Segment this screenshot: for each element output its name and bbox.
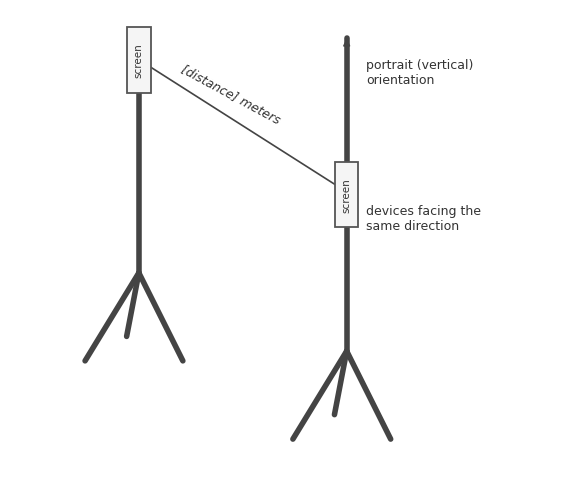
Text: [distance] meters: [distance] meters [179, 62, 283, 126]
Text: portrait (vertical)
orientation: portrait (vertical) orientation [366, 59, 473, 86]
Text: devices facing the
same direction: devices facing the same direction [366, 205, 481, 233]
FancyBboxPatch shape [335, 163, 358, 228]
Text: screen: screen [342, 178, 352, 213]
FancyBboxPatch shape [127, 28, 150, 94]
Text: screen: screen [134, 43, 144, 79]
